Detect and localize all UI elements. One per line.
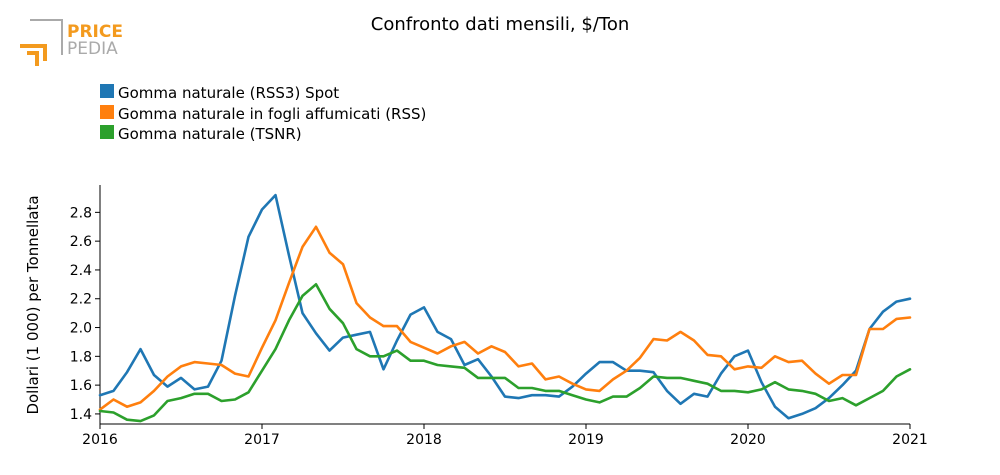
chart-title: Confronto dati mensili, $/Ton <box>371 14 630 35</box>
y-axis-label: Dollari (1 000) per Tonnellata <box>24 195 42 414</box>
x-tick-label: 2016 <box>82 432 118 448</box>
legend-swatch-series-1 <box>100 84 114 98</box>
legend-entry-series-3: Gomma naturale (TSNR) <box>100 125 302 143</box>
y-tick-label: 2.2 <box>70 292 92 308</box>
y-tick-label: 1.4 <box>70 407 92 423</box>
legend-label-series-1: Gomma naturale (RSS3) Spot <box>118 84 339 102</box>
pricepedia-logo: PRICE PEDIA <box>20 19 123 66</box>
x-tick-label: 2018 <box>406 432 442 448</box>
legend: Gomma naturale (RSS3) Spot Gomma natural… <box>100 84 426 143</box>
x-tick-label: 2021 <box>892 432 928 448</box>
legend-swatch-series-3 <box>100 125 114 139</box>
x-tick-label: 2017 <box>244 432 280 448</box>
logo-pedia-text: PEDIA <box>67 39 118 59</box>
axes: 1.4 1.6 1.8 2.0 2.2 2.4 2.6 2.8 2016 2017 2018 2019… <box>70 185 928 448</box>
logo-mark-icon <box>20 19 63 66</box>
plot-area <box>98 193 912 423</box>
legend-entry-series-2: Gomma naturale in fogli affumicati (RSS) <box>100 105 426 123</box>
legend-label-series-3: Gomma naturale (TSNR) <box>118 125 302 143</box>
y-tick-label: 2.8 <box>70 205 92 221</box>
series-line-1 <box>98 193 912 420</box>
y-tick-label: 1.8 <box>70 349 92 365</box>
series-line-3 <box>98 282 912 423</box>
y-tick-label: 2.6 <box>70 234 92 250</box>
legend-swatch-series-2 <box>100 105 114 119</box>
legend-label-series-2: Gomma naturale in fogli affumicati (RSS) <box>118 105 426 123</box>
y-tick-label: 1.6 <box>70 378 92 394</box>
x-tick-label: 2020 <box>730 432 766 448</box>
series-line-2 <box>98 225 912 411</box>
x-tick-label: 2019 <box>568 432 604 448</box>
y-tick-label: 2.0 <box>70 321 92 337</box>
y-tick-label: 2.4 <box>70 263 92 279</box>
legend-entry-series-1: Gomma naturale (RSS3) Spot <box>100 84 339 102</box>
logo-price-text: PRICE <box>67 22 123 42</box>
